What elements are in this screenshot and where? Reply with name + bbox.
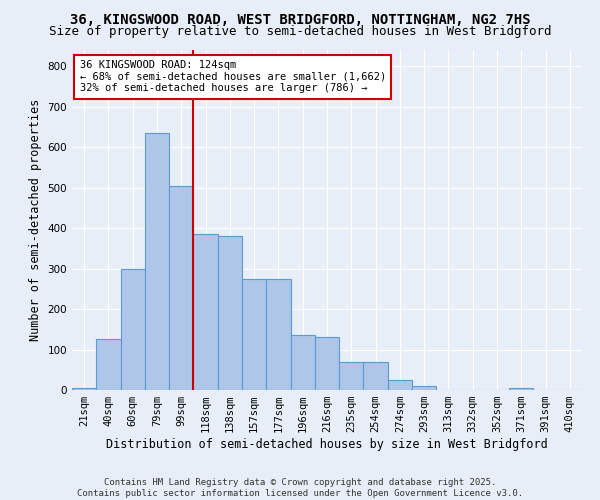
Text: 36 KINGSWOOD ROAD: 124sqm
← 68% of semi-detached houses are smaller (1,662)
32% : 36 KINGSWOOD ROAD: 124sqm ← 68% of semi-… (80, 60, 386, 94)
Text: Contains HM Land Registry data © Crown copyright and database right 2025.
Contai: Contains HM Land Registry data © Crown c… (77, 478, 523, 498)
Text: 36, KINGSWOOD ROAD, WEST BRIDGFORD, NOTTINGHAM, NG2 7HS: 36, KINGSWOOD ROAD, WEST BRIDGFORD, NOTT… (70, 12, 530, 26)
Bar (121, 268, 145, 390)
Bar (72, 388, 96, 390)
Bar (193, 234, 218, 390)
Text: Size of property relative to semi-detached houses in West Bridgford: Size of property relative to semi-detach… (49, 25, 551, 38)
Bar (315, 338, 339, 390)
Bar (145, 133, 169, 390)
Bar (242, 278, 266, 390)
Bar (509, 388, 533, 390)
Bar (290, 336, 315, 390)
Bar (169, 186, 193, 390)
Bar (412, 386, 436, 390)
Bar (218, 236, 242, 390)
Bar (339, 362, 364, 390)
Bar (388, 380, 412, 390)
Bar (364, 362, 388, 390)
X-axis label: Distribution of semi-detached houses by size in West Bridgford: Distribution of semi-detached houses by … (106, 438, 548, 451)
Bar (96, 340, 121, 390)
Bar (266, 278, 290, 390)
Y-axis label: Number of semi-detached properties: Number of semi-detached properties (29, 99, 42, 341)
